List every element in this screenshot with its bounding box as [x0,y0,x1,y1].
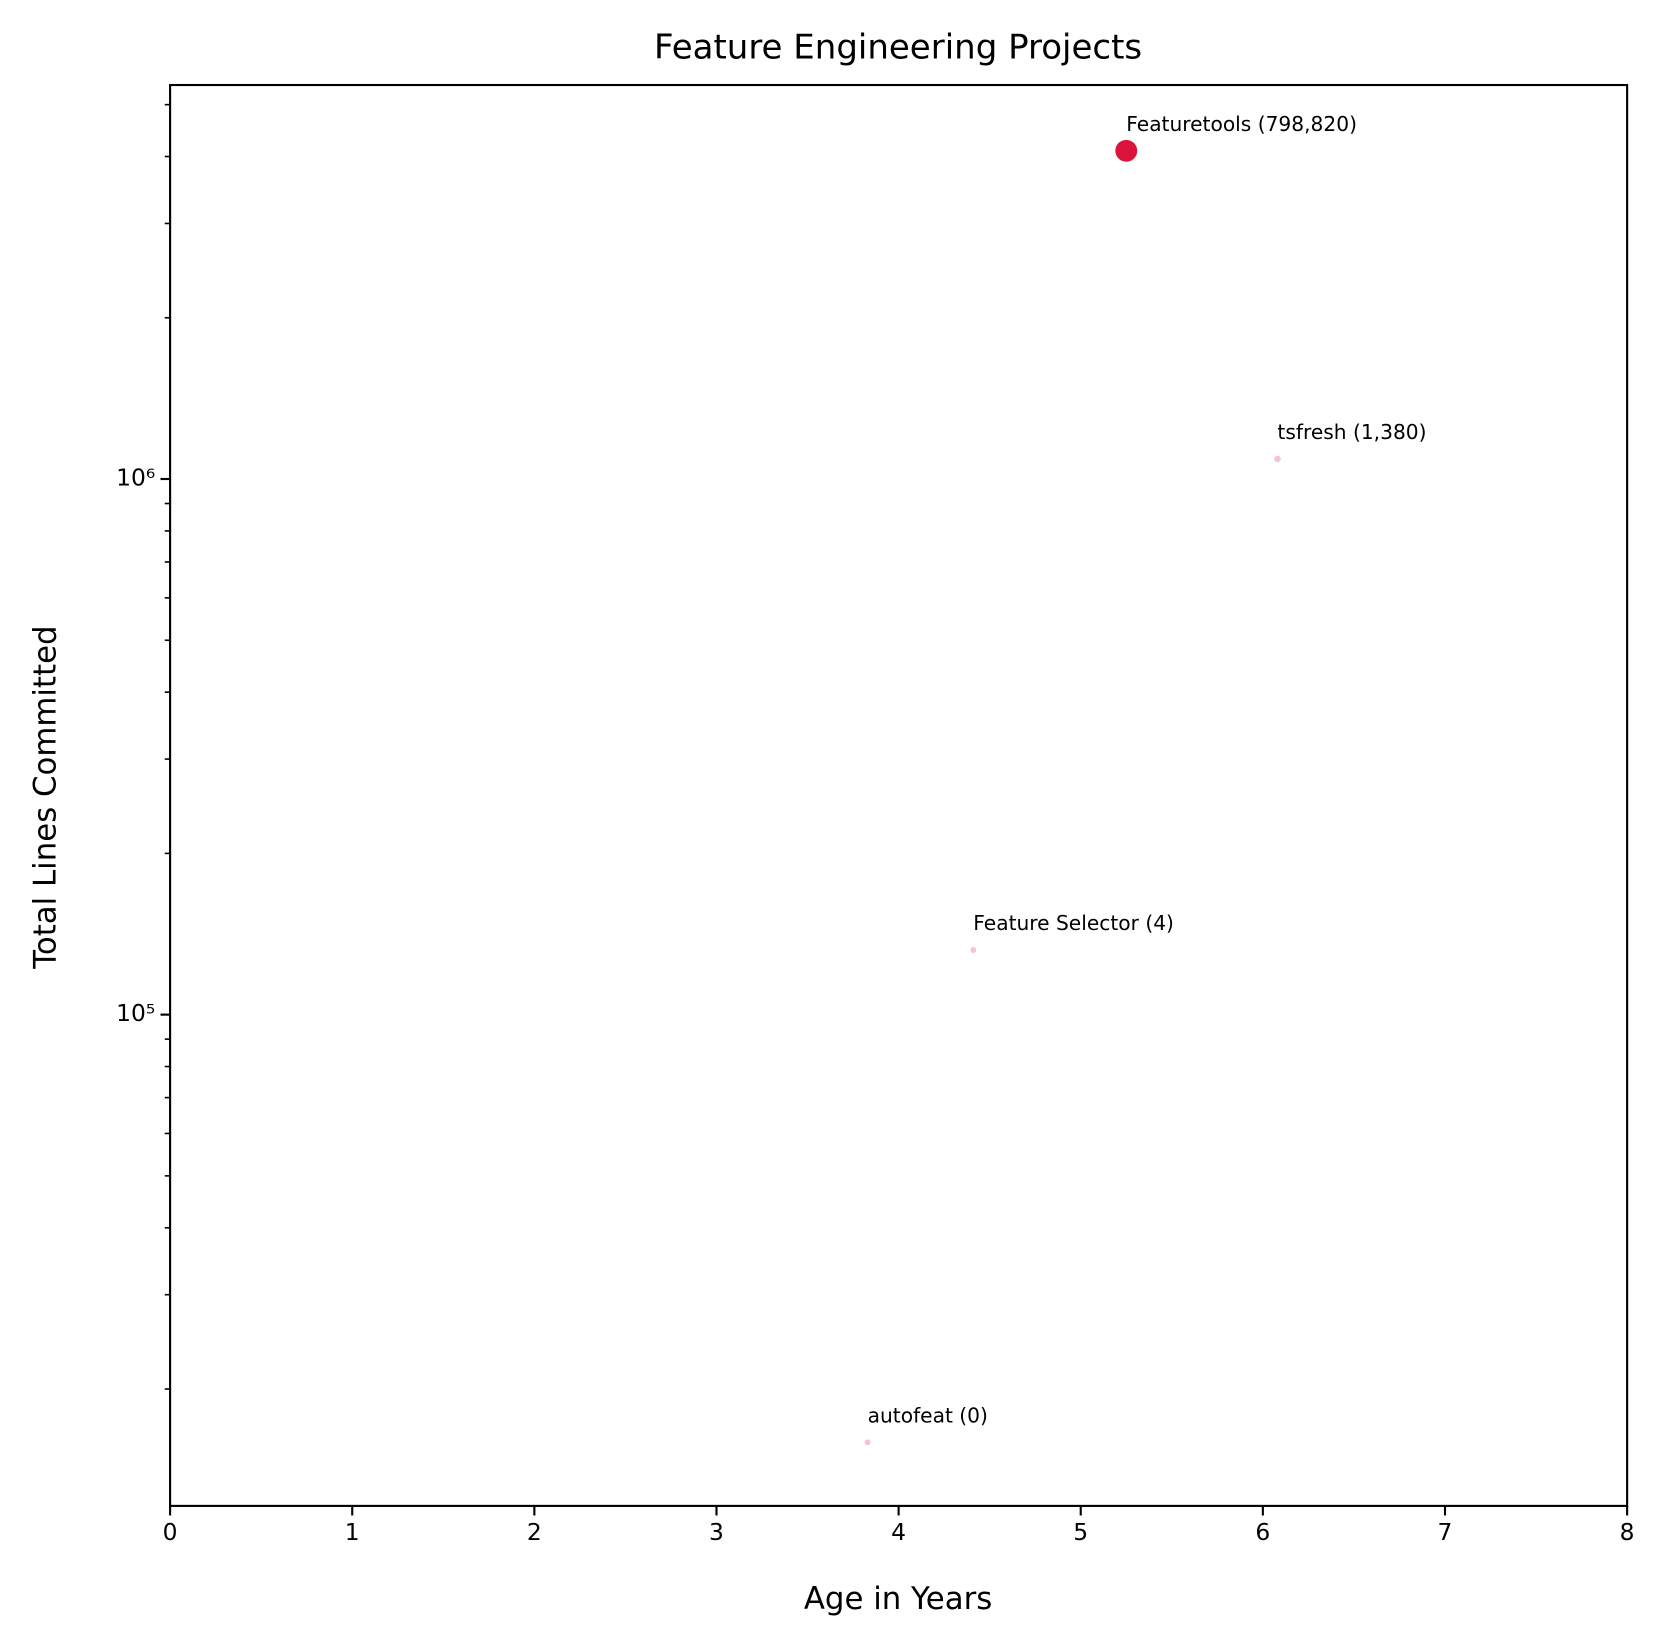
x-tick-label: 4 [891,1518,906,1546]
y-axis-label: Total Lines Committed [27,625,63,969]
x-axis-label: Age in Years [804,1581,992,1617]
x-tick-label: 1 [345,1518,360,1546]
point [1115,139,1138,162]
point [970,947,977,954]
point [864,1439,871,1446]
x-tick-label: 8 [1620,1518,1635,1546]
x-tick-label: 2 [527,1518,542,1546]
y-tick-label: 10⁶ [116,464,155,492]
point-label: autofeat (0) [868,1403,988,1427]
point-label: Featuretools (798,820) [1126,112,1357,136]
plot-frame [169,83,1629,1507]
chart-title: Feature Engineering Projects [654,27,1142,67]
x-tick-label: 6 [1255,1518,1270,1546]
point-label: tsfresh (1,380) [1277,420,1426,444]
point [1274,455,1281,463]
y-tick-label: 10⁵ [116,999,155,1027]
x-tick-label: 5 [1073,1518,1088,1546]
x-tick-label: 7 [1438,1518,1453,1546]
x-tick-label: 3 [709,1518,724,1546]
point-label: Feature Selector (4) [973,911,1174,935]
x-tick-label: 0 [163,1518,178,1546]
